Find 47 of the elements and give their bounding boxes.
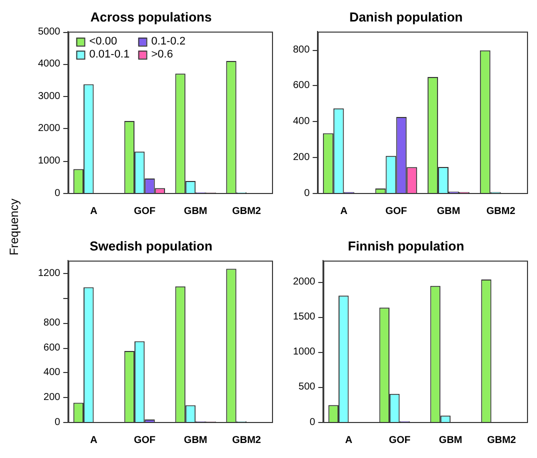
y-tick-label: 400 xyxy=(44,367,61,378)
x-tick-label: GBM xyxy=(184,206,208,217)
y-tick-label: 1000 xyxy=(38,155,61,166)
chart-title: Swedish population xyxy=(90,238,212,254)
x-tick-label: A xyxy=(345,434,352,446)
legend-label: <0.00 xyxy=(89,36,118,48)
y-tick-label: 0 xyxy=(310,416,316,428)
chart-title: Finnish population xyxy=(348,238,464,254)
y-tick-label: 600 xyxy=(44,342,61,354)
x-tick-label: GOF xyxy=(388,434,410,446)
x-tick-label: GBM xyxy=(438,434,462,446)
x-tick-label: GBM xyxy=(184,434,208,446)
y-tick-label: 800 xyxy=(44,317,61,328)
x-tick-label: GBM2 xyxy=(487,434,516,446)
y-tick-label: 1000 xyxy=(292,346,316,358)
x-tick-label: A xyxy=(340,206,348,217)
x-tick-label: A xyxy=(90,434,98,446)
y-tick-label: 0 xyxy=(304,188,310,199)
y-tick-label: 2000 xyxy=(38,123,61,134)
x-tick-label: GBM2 xyxy=(232,206,262,217)
x-tick-label: GOF xyxy=(385,206,408,217)
y-tick-label: 600 xyxy=(292,80,310,92)
x-tick-label: GBM xyxy=(436,206,460,217)
legend-label: 0.01-0.1 xyxy=(89,48,130,61)
y-tick-label: 1500 xyxy=(292,311,316,322)
chart-title: Across populations xyxy=(90,9,212,24)
y-tick-label: 200 xyxy=(44,392,61,403)
legend-label: 0.1-0.2 xyxy=(151,36,186,48)
y-tick-label: 3000 xyxy=(38,90,61,102)
y-tick-label: 800 xyxy=(292,44,310,56)
x-tick-label: GBM2 xyxy=(232,434,262,446)
x-tick-label: GOF xyxy=(134,206,156,217)
legend-label: >0.6 xyxy=(151,48,173,61)
x-tick-label: GBM2 xyxy=(486,206,516,217)
y-axis-title: Frequency xyxy=(7,198,21,258)
x-tick-label: A xyxy=(90,206,98,217)
y-tick-label: 4000 xyxy=(38,58,61,70)
y-tick-label: 0 xyxy=(54,188,61,199)
y-tick-label: 200 xyxy=(292,152,310,163)
y-tick-label: 0 xyxy=(54,416,61,428)
y-tick-label: 5000 xyxy=(38,26,61,38)
x-tick-label: GOF xyxy=(134,434,156,446)
y-tick-label: 500 xyxy=(298,382,316,393)
y-tick-label: 400 xyxy=(292,116,310,128)
y-tick-label: 1200 xyxy=(38,268,61,279)
chart-title: Danish population xyxy=(349,9,463,24)
y-tick-label: 2000 xyxy=(292,276,316,288)
